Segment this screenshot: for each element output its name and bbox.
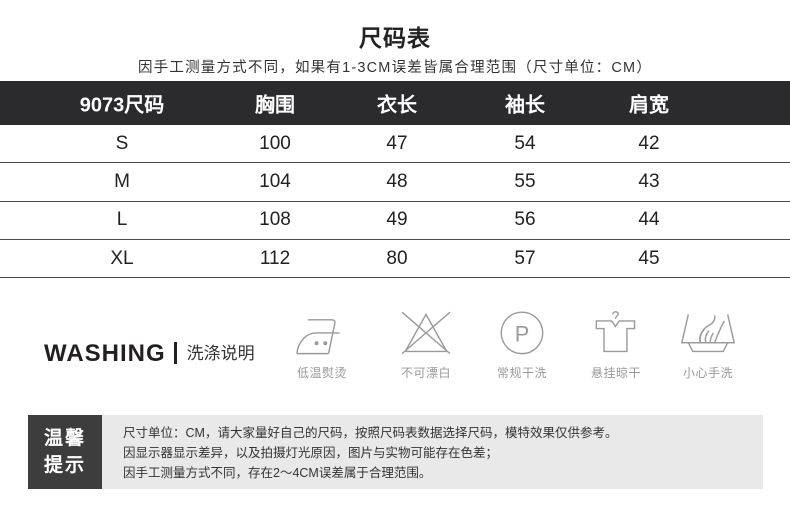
svg-text:P: P xyxy=(515,322,530,347)
